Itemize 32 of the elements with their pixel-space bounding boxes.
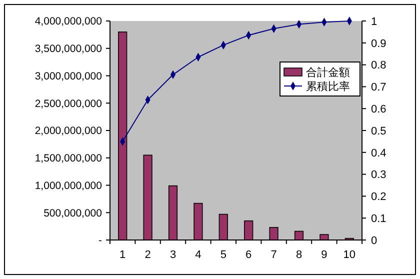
y-tick-label: 2,500,000,000 (34, 98, 102, 110)
y2-tick-label: 0.5 (371, 125, 386, 138)
x-tick-label: 8 (296, 249, 302, 261)
y2-tick-label: 0.4 (371, 147, 386, 160)
x-tick-label: 9 (321, 249, 328, 261)
y-tick-label: 500,000,000 (44, 207, 102, 220)
x-tick-label: 6 (246, 249, 252, 261)
y-tick-label: 1,500,000,000 (34, 152, 102, 165)
y-tick-label: 1,000,000,000 (34, 180, 102, 192)
x-tick-label: 4 (195, 249, 202, 261)
x-tick-label: 3 (170, 249, 176, 261)
y-tick-label: 4,000,000,000 (34, 16, 102, 28)
y2-tick-label: 1 (371, 16, 378, 28)
y2-tick-label: 0 (371, 234, 378, 247)
x-tick-label: 2 (144, 249, 151, 261)
y2-tick-label: 0.2 (371, 191, 386, 204)
x-tick-label: 5 (220, 249, 226, 261)
y2-tick-label: 0.1 (371, 212, 386, 225)
x-tick-label: 7 (270, 249, 277, 261)
x-tick-label: 1 (120, 249, 126, 261)
legend-label: 累積比率 (306, 80, 350, 93)
y-tick-label: 3,500,000,000 (34, 43, 102, 56)
y-tick-label: 3,000,000,000 (34, 70, 102, 82)
x-tick-label: 10 (343, 249, 356, 261)
y2-tick-label: 0.6 (371, 103, 386, 116)
y2-tick-label: 0.9 (371, 38, 386, 50)
y2-tick-label: 0.7 (371, 82, 386, 94)
y2-tick-label: 0.8 (371, 60, 386, 72)
y2-tick-label: 0.3 (371, 169, 386, 182)
legend-label: 合計金額 (306, 66, 350, 79)
y-tick-label: - (98, 234, 102, 247)
y-tick-label: 2,000,000,000 (34, 125, 102, 138)
